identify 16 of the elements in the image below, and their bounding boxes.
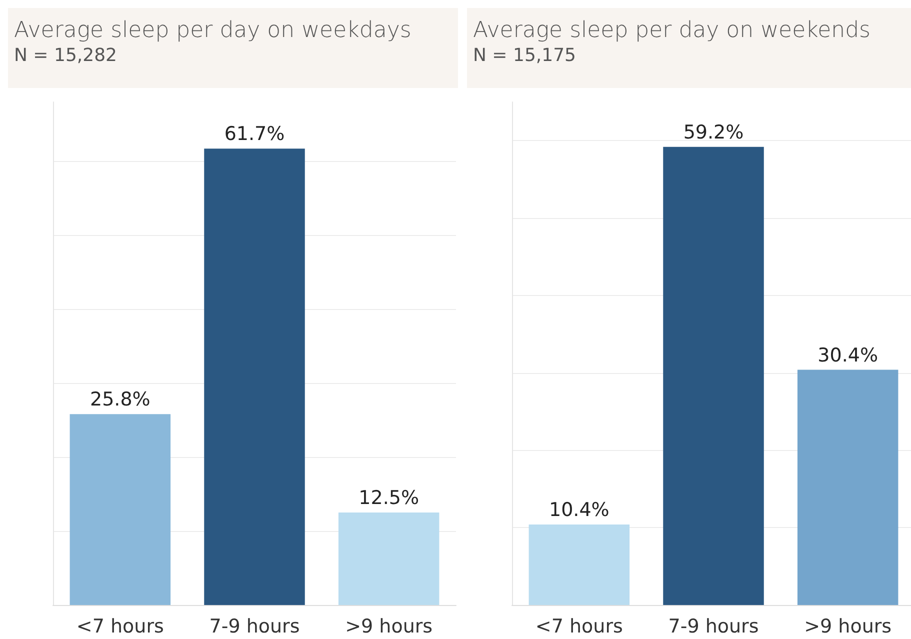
chart-subtitle: N = 15,175 xyxy=(473,45,577,66)
data-label: 59.2% xyxy=(683,121,744,144)
data-label: 61.7% xyxy=(224,123,285,146)
data-label: 30.4% xyxy=(818,344,878,366)
x-tick-label: >9 hours xyxy=(804,616,892,638)
x-tick-label: 7-9 hours xyxy=(668,616,759,638)
chart-title: Average sleep per day on weekends xyxy=(473,18,872,43)
x-tick-label: <7 hours xyxy=(76,616,164,638)
data-label: 12.5% xyxy=(358,487,420,510)
data-label: 25.8% xyxy=(90,388,150,411)
x-tick-label: >9 hours xyxy=(345,616,433,638)
x-tick-label: 7-9 hours xyxy=(209,616,300,638)
data-label: 10.4% xyxy=(548,499,610,522)
chart-title: Average sleep per day on weekdays xyxy=(14,18,412,43)
chart-subtitle: N = 15,282 xyxy=(14,45,118,66)
x-tick-label: <7 hours xyxy=(535,616,623,638)
